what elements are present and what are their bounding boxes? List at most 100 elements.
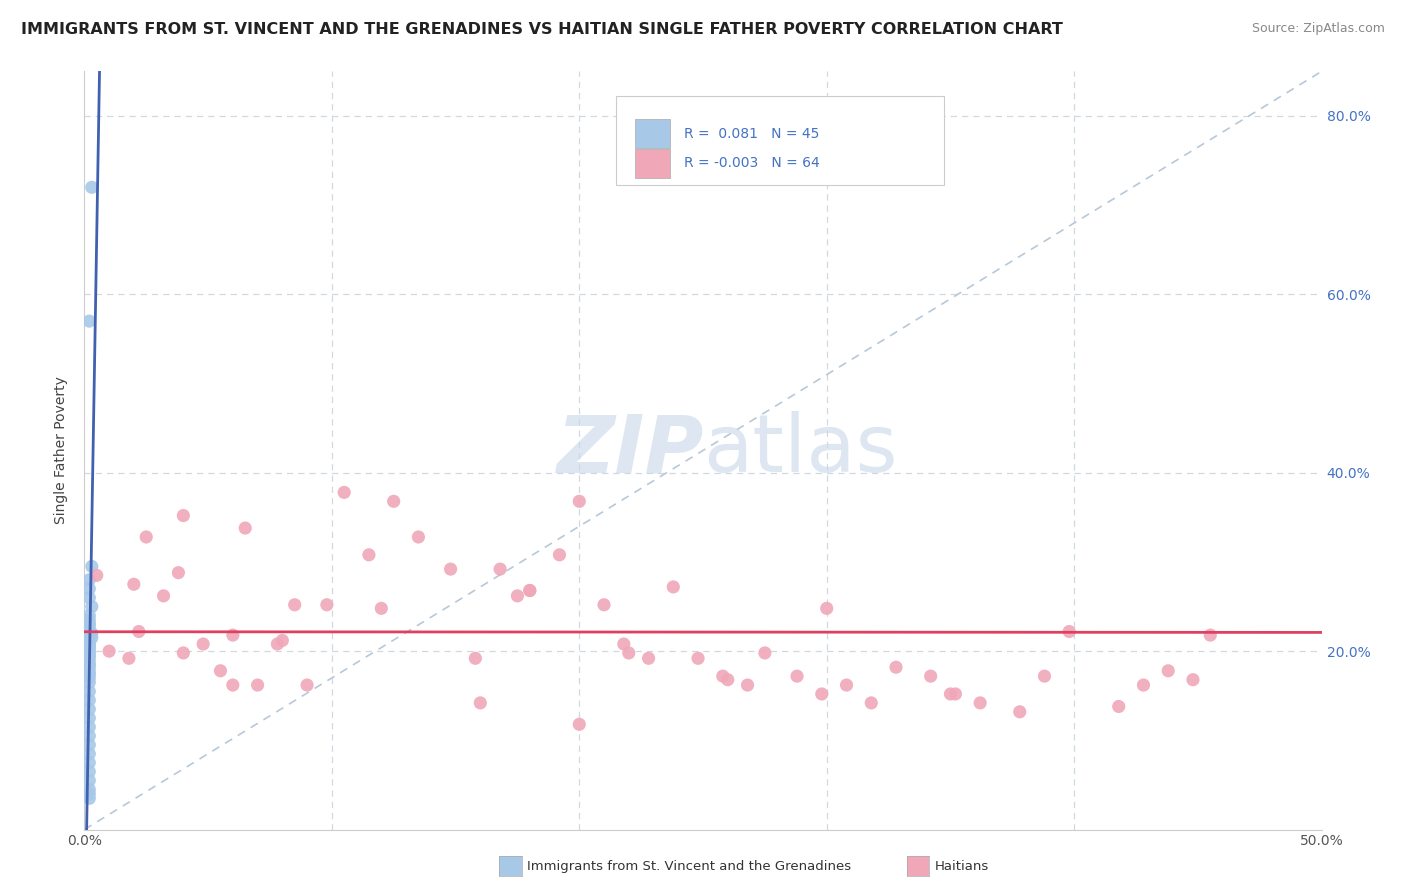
Point (79, 573, 101, 587)
Point (79, 684, 101, 698)
Point (519, 583, 541, 598)
Point (568, 494, 591, 508)
Point (79, 764, 101, 779)
Point (122, 577, 145, 591)
FancyBboxPatch shape (636, 149, 669, 178)
Point (167, 566, 190, 580)
Point (79, 622, 101, 636)
Point (284, 598, 307, 612)
Point (439, 562, 461, 576)
Point (128, 624, 150, 639)
Point (810, 687, 832, 701)
Point (79, 747, 101, 761)
Point (266, 637, 288, 651)
Point (79, 666, 101, 681)
Point (79, 666, 101, 681)
Point (754, 646, 776, 660)
Point (79, 782, 101, 797)
Text: ZIP: ZIP (555, 411, 703, 490)
Point (470, 696, 492, 710)
Point (1008, 705, 1031, 719)
Point (617, 646, 640, 660)
Point (295, 678, 318, 692)
Point (152, 589, 174, 603)
Point (79, 644, 101, 658)
Point (79, 787, 101, 801)
Text: R = -0.003   N = 64: R = -0.003 N = 64 (685, 156, 820, 170)
Point (86, 568, 108, 582)
Point (613, 637, 636, 651)
Point (79, 635, 101, 649)
Point (1199, 628, 1222, 642)
Point (835, 678, 858, 692)
Point (79, 657, 101, 672)
Point (939, 687, 962, 701)
Point (79, 702, 101, 716)
Point (79, 662, 101, 676)
Point (79, 314, 101, 328)
Point (79, 671, 101, 685)
Point (593, 598, 616, 612)
Point (717, 673, 740, 687)
Y-axis label: Single Father Poverty: Single Father Poverty (55, 376, 69, 524)
Point (79, 613, 101, 627)
Point (80, 180, 103, 194)
Point (79, 738, 101, 752)
Point (370, 601, 392, 615)
Point (79, 711, 101, 725)
Text: Haitians: Haitians (935, 860, 990, 872)
Point (1057, 624, 1080, 639)
Point (79, 644, 101, 658)
Point (408, 530, 430, 544)
Point (79, 640, 101, 654)
Point (79, 756, 101, 770)
Text: IMMIGRANTS FROM ST. VINCENT AND THE GRENADINES VS HAITIAN SINGLE FATHER POVERTY : IMMIGRANTS FROM ST. VINCENT AND THE GREN… (21, 22, 1063, 37)
FancyBboxPatch shape (616, 95, 945, 186)
Point (79, 729, 101, 743)
Point (79, 675, 101, 690)
Point (79, 608, 101, 623)
Point (860, 696, 883, 710)
Point (568, 717, 591, 731)
Point (333, 485, 356, 500)
Point (79, 631, 101, 645)
Point (548, 548, 571, 562)
Point (271, 633, 294, 648)
Point (118, 651, 141, 665)
Point (79, 617, 101, 632)
Point (79, 693, 101, 707)
Point (945, 687, 967, 701)
Point (737, 678, 759, 692)
Point (79, 648, 101, 663)
Point (79, 640, 101, 654)
Point (1108, 699, 1130, 714)
Point (686, 651, 709, 665)
Point (79, 657, 101, 672)
Point (711, 669, 734, 683)
Point (506, 589, 529, 603)
Point (79, 635, 101, 649)
Text: R =  0.081   N = 45: R = 0.081 N = 45 (685, 127, 820, 141)
Point (135, 530, 157, 544)
Point (884, 660, 907, 674)
Point (79, 653, 101, 667)
Point (315, 598, 337, 612)
Point (79, 582, 101, 596)
Point (662, 580, 685, 594)
Point (79, 617, 101, 632)
Point (1157, 664, 1180, 678)
Point (79, 648, 101, 663)
Point (222, 628, 245, 642)
Point (80, 626, 103, 640)
Point (786, 669, 808, 683)
Point (79, 591, 101, 605)
Text: atlas: atlas (703, 411, 897, 490)
Point (80, 631, 103, 645)
Point (79, 773, 101, 788)
Point (357, 548, 380, 562)
Point (172, 508, 194, 523)
Point (172, 646, 194, 660)
Text: Immigrants from St. Vincent and the Grenadines: Immigrants from St. Vincent and the Gren… (527, 860, 852, 872)
Point (191, 637, 214, 651)
Point (222, 678, 245, 692)
